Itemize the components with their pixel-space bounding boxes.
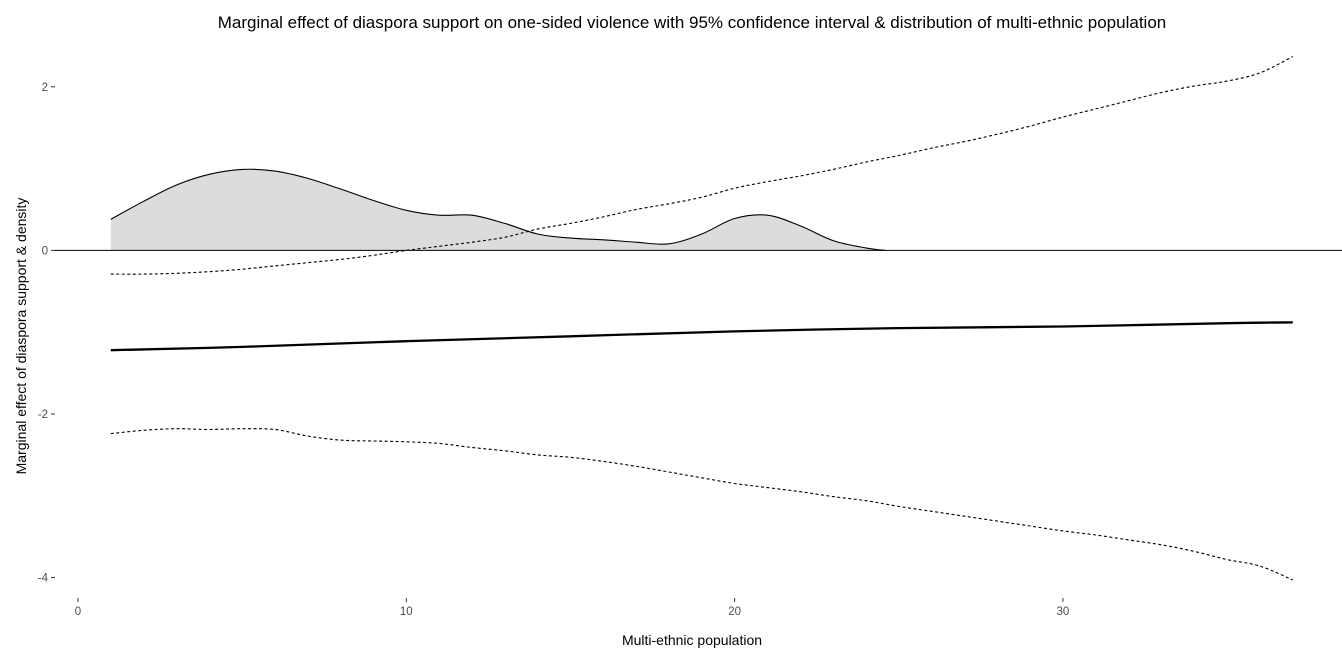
y-tick-label: -2 — [38, 409, 48, 421]
x-tick-label: 20 — [728, 606, 741, 618]
x-tick-label: 30 — [1057, 606, 1070, 618]
plot-area — [55, 56, 1342, 581]
y-tick-label: 2 — [42, 82, 48, 94]
y-axis-label: Marginal effect of diaspora support & de… — [13, 198, 29, 475]
x-tick-label: 0 — [75, 606, 81, 618]
lower-ci-line — [110, 428, 1294, 581]
density-area — [110, 169, 886, 251]
y-tick-label: 0 — [42, 245, 48, 257]
y-tick-label: -4 — [38, 573, 49, 585]
x-tick-label: 10 — [400, 606, 413, 618]
x-axis-label: Multi-ethnic population — [622, 632, 762, 648]
chart-title: Marginal effect of diaspora support on o… — [218, 13, 1166, 32]
upper-ci-line — [110, 56, 1294, 275]
density-outline — [110, 168, 886, 251]
marginal-effect-line — [110, 321, 1293, 352]
